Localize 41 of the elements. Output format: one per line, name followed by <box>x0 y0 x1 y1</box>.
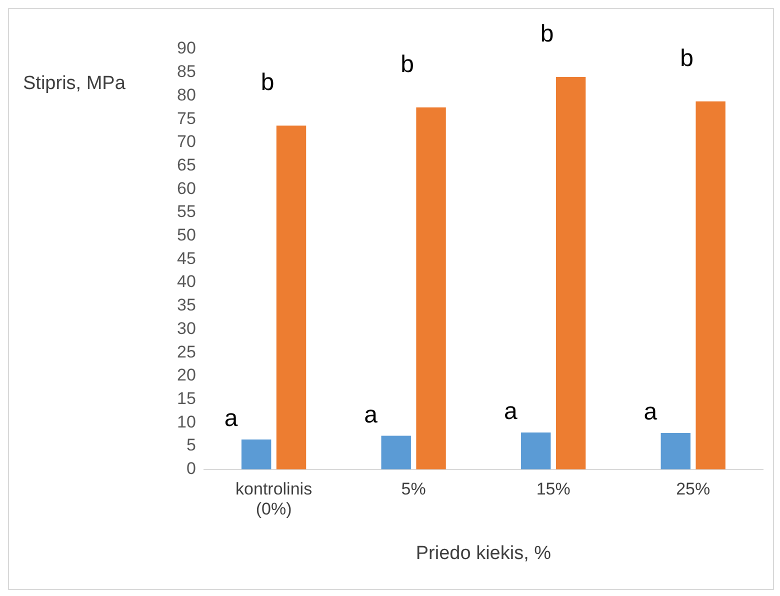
x-tick-label: 25% <box>676 479 710 498</box>
y-tick-label: 45 <box>176 248 196 268</box>
bar <box>556 77 586 470</box>
y-tick-label: 50 <box>176 226 196 245</box>
bar <box>660 432 690 470</box>
bar <box>521 432 551 470</box>
annotation: a <box>364 401 378 428</box>
y-tick-label: 10 <box>176 412 196 432</box>
y-tick-label: 30 <box>176 318 196 338</box>
bar <box>696 101 726 470</box>
bar <box>241 440 272 470</box>
y-tick-label: 25 <box>176 342 196 362</box>
annotation: b <box>680 44 694 72</box>
bar <box>276 126 306 470</box>
x-tick-label: 15% <box>536 479 570 498</box>
y-tick-label: 20 <box>176 366 196 385</box>
bar <box>416 107 446 470</box>
y-tick-label: 55 <box>176 202 196 222</box>
annotation: b <box>400 51 414 78</box>
y-tick-label: 40 <box>176 272 196 292</box>
x-tick-label: 5% <box>401 479 426 498</box>
annotation: b <box>260 69 274 96</box>
annotation: a <box>644 398 658 426</box>
y-tick-label: 15 <box>176 389 196 408</box>
annotation: b <box>540 20 554 48</box>
y-tick-label: 5 <box>186 436 196 455</box>
y-tick-label: 60 <box>176 178 196 198</box>
annotation: a <box>504 398 518 426</box>
y-tick-label: 35 <box>176 296 196 315</box>
y-tick-label: 70 <box>176 132 196 152</box>
annotation: a <box>224 405 238 432</box>
bar <box>381 436 411 470</box>
x-tick-label: kontrolinis (0%) <box>236 479 312 519</box>
x-axis-title: Priedo kiekis, % <box>416 542 552 564</box>
y-axis-title: Stipris, MPa <box>23 73 126 95</box>
y-tick-label: 90 <box>176 38 196 58</box>
y-tick-label: 85 <box>176 62 196 82</box>
y-tick-label: 75 <box>176 108 196 128</box>
y-tick-label: 80 <box>176 85 196 104</box>
y-tick-label: 65 <box>176 155 196 174</box>
y-tick-label: 0 <box>186 459 196 478</box>
